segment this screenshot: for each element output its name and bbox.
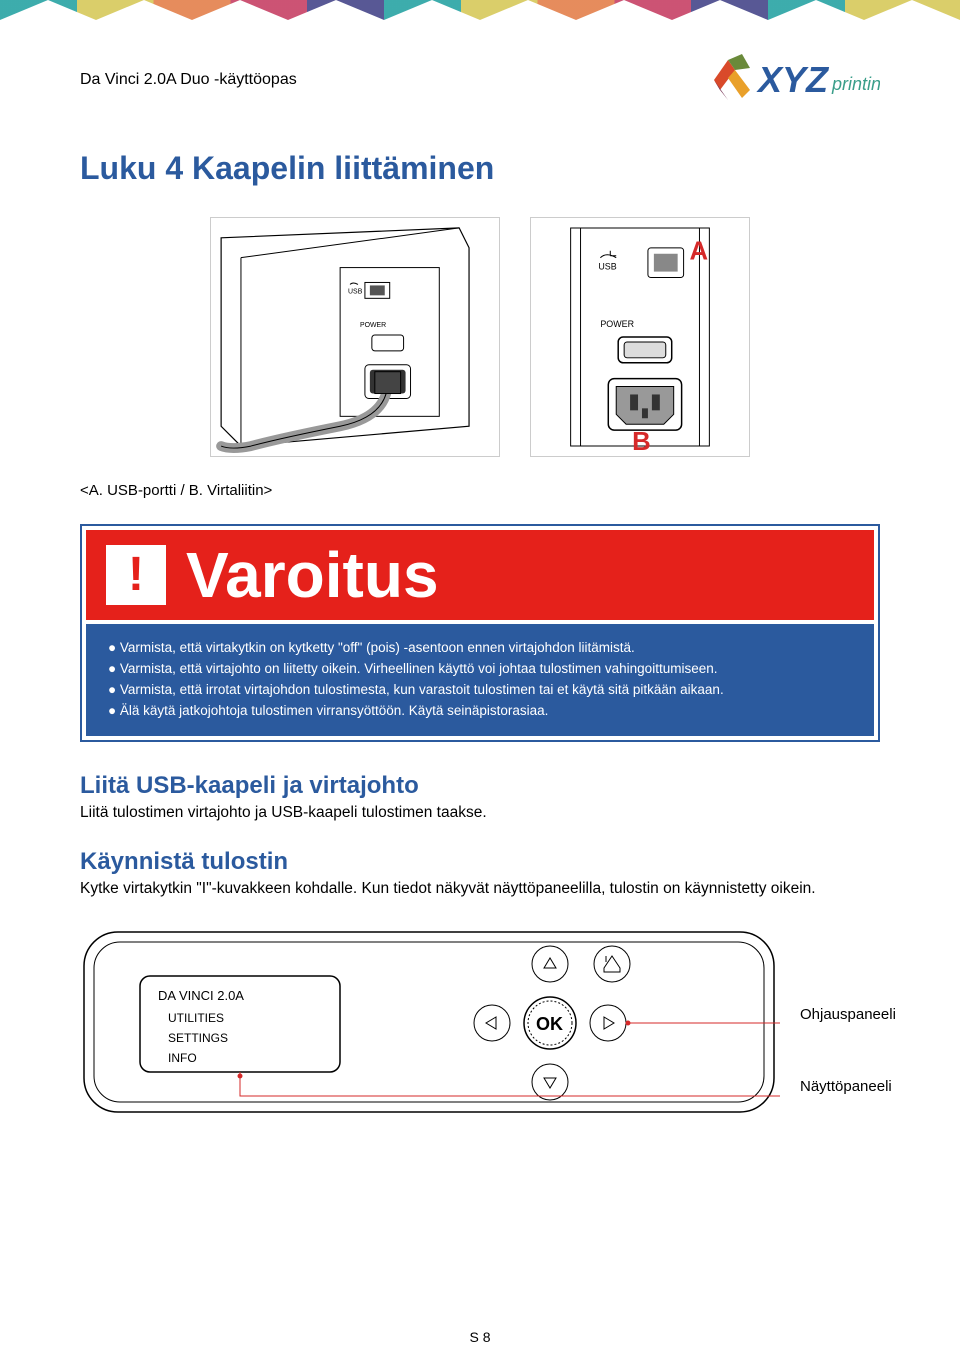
svg-text:USB: USB bbox=[348, 288, 363, 295]
svg-text:POWER: POWER bbox=[360, 322, 386, 329]
exclamation-icon: ! bbox=[128, 551, 144, 599]
warning-header: ! Varoitus bbox=[86, 530, 874, 620]
warning-list: Varmista, että virtakytkin on kytketty "… bbox=[86, 624, 874, 736]
logo-main-text: XYZ bbox=[756, 59, 830, 100]
diagram-printer-back: USB POWER bbox=[210, 217, 500, 457]
warning-item: Varmista, että virtajohto on liitetty oi… bbox=[108, 659, 852, 680]
diagram-caption: <A. USB-portti / B. Virtaliitin> bbox=[80, 482, 880, 499]
label-b: B bbox=[632, 428, 651, 456]
warning-title: Varoitus bbox=[186, 538, 439, 612]
diagram-port-closeup: USB A POWER B bbox=[530, 217, 750, 457]
control-panel-diagram: DA VINCI 2.0A UTILITIES SETTINGS INFO OK bbox=[80, 928, 880, 1128]
svg-text:OK: OK bbox=[536, 1014, 563, 1034]
section-power-title: Käynnistä tulostin bbox=[80, 848, 880, 876]
header-row: Da Vinci 2.0A Duo -käyttöopas XYZ printi… bbox=[80, 50, 880, 110]
document-title: Da Vinci 2.0A Duo -käyttöopas bbox=[80, 71, 297, 89]
svg-text:USB: USB bbox=[598, 262, 616, 272]
svg-text:UTILITIES: UTILITIES bbox=[168, 1011, 224, 1025]
warning-box: ! Varoitus Varmista, että virtakytkin on… bbox=[80, 524, 880, 742]
label-a: A bbox=[690, 238, 709, 266]
logo-sub-text: printing bbox=[831, 74, 880, 94]
svg-text:SETTINGS: SETTINGS bbox=[168, 1031, 228, 1045]
warning-item: Varmista, että irrotat virtajohdon tulos… bbox=[108, 680, 852, 701]
display-panel-label: Näyttöpaneeli bbox=[800, 1078, 892, 1095]
svg-text:INFO: INFO bbox=[168, 1051, 197, 1065]
control-panel-label: Ohjauspaneeli bbox=[800, 1006, 896, 1023]
svg-text:POWER: POWER bbox=[600, 319, 634, 329]
top-color-banner bbox=[0, 0, 960, 20]
chapter-title: Luku 4 Kaapelin liittäminen bbox=[80, 150, 880, 187]
warning-item: Älä käytä jatkojohtoja tulostimen virran… bbox=[108, 701, 852, 722]
control-panel-svg: DA VINCI 2.0A UTILITIES SETTINGS INFO OK bbox=[80, 928, 780, 1118]
svg-text:DA VINCI 2.0A: DA VINCI 2.0A bbox=[158, 988, 244, 1003]
page-number: S 8 bbox=[469, 1329, 490, 1345]
section-usb-title: Liitä USB-kaapeli ja virtajohto bbox=[80, 772, 880, 800]
warning-item: Varmista, että virtakytkin on kytketty "… bbox=[108, 638, 852, 659]
connector-diagrams: USB POWER USB A POWE bbox=[80, 217, 880, 457]
section-power-body: Kytke virtakytkin "I"-kuvakkeen kohdalle… bbox=[80, 880, 880, 898]
section-usb-body: Liitä tulostimen virtajohto ja USB-kaape… bbox=[80, 804, 880, 822]
xyz-logo: XYZ printing bbox=[710, 50, 880, 110]
dpad-group: OK bbox=[474, 946, 630, 1100]
warning-icon: ! bbox=[106, 545, 166, 605]
